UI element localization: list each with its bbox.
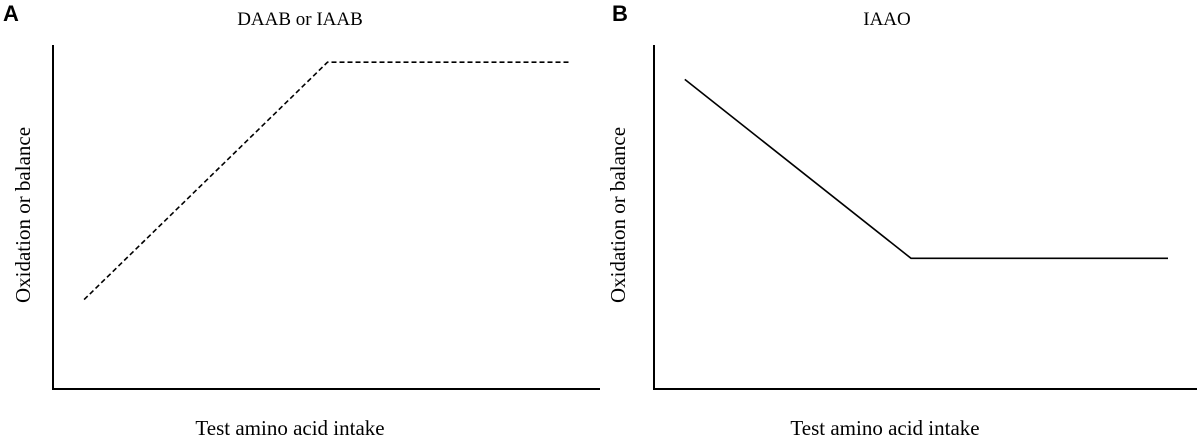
panel-a-x-axis-label: Test amino acid intake <box>195 416 384 440</box>
panel-a-title: DAAB or IAAB <box>237 9 363 30</box>
panel-a-letter: A <box>3 1 19 26</box>
panel-a-series-layer <box>83 61 571 301</box>
panel-b-letter: B <box>612 1 628 26</box>
panel-b-x-axis-label: Test amino acid intake <box>790 416 979 440</box>
panel-b-series-layer <box>684 78 1168 260</box>
panel-b: B IAAO Oxidation or balance Test amino a… <box>606 1 1197 440</box>
panel-b-title: IAAO <box>863 9 911 30</box>
panel-b-y-axis-label: Oxidation or balance <box>606 127 630 303</box>
panel-a: A DAAB or IAAB Oxidation or balance Test… <box>3 1 600 440</box>
panel-b-series-line <box>684 78 1168 260</box>
panel-a-y-axis-label: Oxidation or balance <box>11 127 35 303</box>
panel-a-series-line <box>83 61 571 301</box>
